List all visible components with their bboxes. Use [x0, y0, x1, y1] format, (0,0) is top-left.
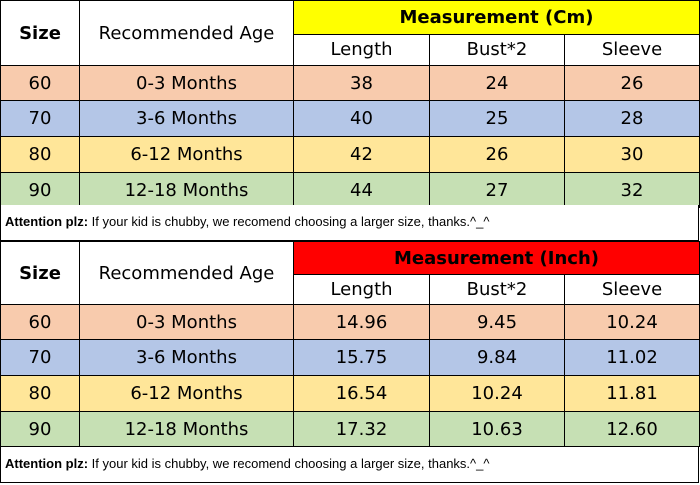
sleeve-cell: 11.81 [563, 375, 700, 412]
length-cell: 38 [293, 65, 430, 101]
size-header: Size [0, 0, 80, 66]
length-column-header: Length [293, 33, 430, 67]
sleeve-cell: 12.60 [563, 411, 700, 447]
bust-cell: 26 [429, 136, 565, 173]
age-cell: 6-12 Months [79, 136, 294, 173]
age-cell: 3-6 Months [79, 100, 294, 137]
sleeve-cell: 26 [564, 65, 700, 101]
length-cell: 17.32 [293, 411, 430, 447]
table-row: 80 6-12 Months 42 26 30 [0, 136, 700, 173]
length-cell: 16.54 [293, 375, 430, 412]
sleeve-cell: 11.02 [563, 339, 700, 376]
sleeve-cell: 10.24 [563, 304, 700, 340]
length-cell: 40 [293, 100, 430, 137]
length-cell: 14.96 [293, 304, 430, 340]
size-header: Size [0, 241, 80, 305]
table-row: 90 12-18 Months 44 27 32 [0, 172, 700, 208]
age-cell: 0-3 Months [79, 304, 294, 340]
measurement-header-inch: Measurement (Inch) [292, 241, 700, 275]
bust-column-header: Bust*2 [429, 274, 565, 305]
size-cell: 70 [0, 339, 80, 376]
attention-label: Attention plz: [5, 214, 89, 229]
age-cell: 0-3 Months [79, 65, 294, 101]
table-row: 80 6-12 Months 16.54 10.24 11.81 [0, 375, 700, 412]
sleeve-column-header: Sleeve [564, 33, 700, 67]
size-cell: 60 [0, 65, 80, 101]
attention-label: Attention plz: [5, 456, 89, 471]
bust-cell: 10.63 [429, 411, 565, 447]
table-row: 90 12-18 Months 17.32 10.63 12.60 [0, 411, 700, 447]
length-cell: 15.75 [293, 339, 430, 376]
table-row: 70 3-6 Months 40 25 28 [0, 100, 700, 137]
length-column-header: Length [293, 274, 430, 305]
size-cell: 70 [0, 100, 80, 137]
sleeve-column-header: Sleeve [563, 274, 700, 305]
size-cell: 90 [0, 172, 80, 208]
bust-cell: 24 [429, 65, 565, 101]
table-row: 60 0-3 Months 14.96 9.45 10.24 [0, 304, 700, 340]
recommended-age-header: Recommended Age [79, 241, 294, 305]
age-cell: 12-18 Months [79, 172, 294, 208]
sleeve-cell: 30 [564, 136, 700, 173]
age-cell: 6-12 Months [79, 375, 294, 412]
bust-column-header: Bust*2 [429, 33, 565, 67]
bust-cell: 10.24 [429, 375, 565, 412]
age-cell: 12-18 Months [79, 411, 294, 447]
table-row: 60 0-3 Months 38 24 26 [0, 65, 700, 101]
recommended-age-header: Recommended Age [79, 0, 294, 66]
attention-text: If your kid is chubby, we recomend choos… [88, 456, 490, 471]
age-cell: 3-6 Months [79, 339, 294, 376]
size-table-cm: Size Recommended Age Measurement (Cm) Le… [0, 0, 700, 208]
table-row: 70 3-6 Months 15.75 9.84 11.02 [0, 339, 700, 376]
length-cell: 44 [293, 172, 430, 208]
attention-text: If your kid is chubby, we recomend choos… [88, 214, 490, 229]
bust-cell: 27 [429, 172, 565, 208]
sleeve-cell: 32 [564, 172, 700, 208]
bust-cell: 9.84 [429, 339, 565, 376]
size-cell: 60 [0, 304, 80, 340]
size-cell: 80 [0, 136, 80, 173]
attention-note-cm: Attention plz: If your kid is chubby, we… [0, 205, 699, 241]
size-cell: 90 [0, 411, 80, 447]
bust-cell: 25 [429, 100, 565, 137]
attention-note-inch: Attention plz: If your kid is chubby, we… [0, 447, 699, 483]
length-cell: 42 [293, 136, 430, 173]
measurement-header-cm: Measurement (Cm) [293, 0, 700, 35]
bust-cell: 9.45 [429, 304, 565, 340]
size-cell: 80 [0, 375, 80, 412]
size-table-inch: Size Recommended Age Measurement (Inch) … [0, 241, 700, 447]
sleeve-cell: 28 [564, 100, 700, 137]
